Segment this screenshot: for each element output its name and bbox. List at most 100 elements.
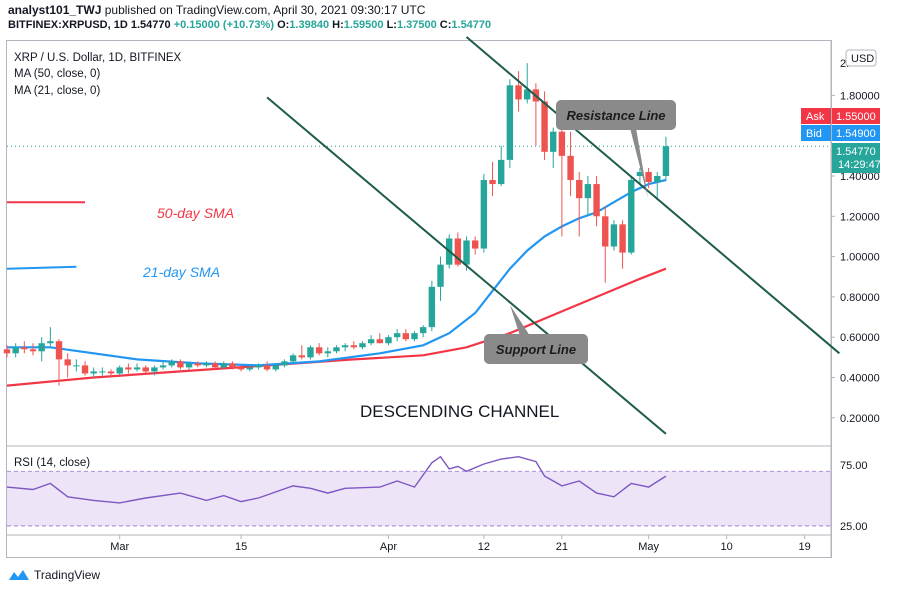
candle-body: [90, 371, 97, 374]
candle-body: [454, 238, 462, 265]
candle-body: [628, 180, 635, 253]
candle: [159, 361, 167, 370]
candle-body: [654, 176, 661, 183]
support-callout-box: [484, 334, 588, 364]
ma50-line: [6, 267, 667, 387]
candle: [437, 256, 444, 301]
rsi-band: [7, 471, 831, 526]
candle: [116, 365, 123, 376]
candle-body: [177, 361, 184, 368]
candle-body: [211, 363, 219, 368]
ask-value-bg: [832, 108, 880, 124]
candle: [12, 343, 19, 358]
last-price-value: 1.54770: [836, 146, 876, 158]
candle: [81, 361, 89, 376]
ohlc-low: 1.37500: [396, 19, 437, 31]
candle-body: [73, 365, 80, 367]
candle-body: [385, 337, 392, 344]
candle-body: [489, 180, 496, 185]
candle-body: [220, 363, 227, 368]
candle: [255, 363, 262, 370]
candle: [367, 335, 375, 346]
candle: [177, 359, 184, 370]
candle-body: [151, 367, 158, 372]
ohlc-low-label: L:: [386, 19, 397, 31]
candle-body: [376, 339, 384, 344]
candle: [47, 327, 54, 348]
candle: [107, 369, 115, 378]
candle-body: [64, 359, 71, 366]
ma21-legend[interactable]: MA (21, close, 0): [14, 85, 101, 97]
tradingview-footer[interactable]: TradingView: [8, 568, 100, 582]
last-price-bg: [832, 143, 880, 173]
candle: [38, 337, 45, 362]
candle: [480, 173, 488, 253]
candle: [55, 339, 63, 386]
resistance-callout-pointer: [630, 128, 648, 198]
candle: [289, 353, 297, 364]
candle: [142, 365, 149, 374]
symbol-line: BITFINEX:XRPUSD, 1D 1.54770: [8, 19, 171, 31]
candle-body: [185, 363, 193, 368]
candle-body: [3, 349, 11, 354]
candle-body: [107, 371, 115, 374]
candle-body: [550, 131, 557, 152]
candle: [341, 343, 349, 352]
rsi-legend[interactable]: RSI (14, close): [14, 457, 91, 469]
publish-info: analyst101_TWJ published on TradingView.…: [8, 3, 425, 17]
candle-body: [315, 347, 323, 354]
countdown-value: 14:29:47: [838, 159, 881, 171]
currency-label: USD: [851, 53, 874, 65]
candle: [619, 220, 626, 269]
candle-body: [159, 365, 167, 368]
candle: [506, 79, 514, 168]
time-tick-label: 10: [721, 541, 733, 553]
candle-body: [567, 155, 574, 181]
bid-value: 1.54900: [836, 128, 876, 140]
channel-annotation: DESCENDING CHANNEL: [360, 402, 559, 421]
candle-body: [21, 347, 28, 350]
support-callout-pointer: [510, 305, 530, 336]
candle: [402, 329, 410, 342]
candle: [194, 361, 201, 368]
candle-body: [29, 349, 37, 352]
candle-body: [428, 286, 436, 328]
price-tick-label-top: 2.: [840, 58, 849, 70]
ohlc-close: 1.54770: [451, 19, 492, 31]
candle: [90, 367, 97, 378]
candle: [471, 236, 479, 255]
ohlc-high-label: H:: [332, 19, 344, 31]
rsi-tick-label: 25.00: [840, 521, 868, 533]
candle-body: [81, 365, 89, 374]
price-tick-label: 1.00000: [840, 252, 880, 264]
ask-tag-label: Ask: [806, 111, 825, 123]
candle: [628, 176, 635, 255]
candle-body: [324, 351, 331, 354]
ma50-legend[interactable]: MA (50, close, 0): [14, 68, 101, 80]
candle: [593, 176, 600, 227]
candle-body: [610, 224, 618, 247]
author-name[interactable]: analyst101_TWJ: [8, 3, 102, 17]
time-tick-label: 21: [556, 541, 568, 553]
candle-body: [602, 216, 609, 247]
symbol-info: BITFINEX:XRPUSD, 1D 1.54770 +0.15000 (+1…: [8, 19, 491, 31]
candle: [29, 343, 37, 356]
price-tick-label: 1.80000: [840, 90, 880, 102]
candle-body: [263, 365, 271, 370]
candle-body: [341, 345, 349, 348]
candle-body: [367, 339, 375, 344]
candle: [489, 161, 496, 197]
resistance-callout-label: Resistance Line: [567, 108, 666, 123]
ohlc-close-label: C:: [439, 19, 452, 31]
candle-body: [515, 85, 522, 100]
candle: [211, 361, 219, 370]
candle: [263, 361, 271, 372]
candle-body: [541, 101, 548, 152]
candle-body: [116, 367, 123, 374]
candle: [229, 361, 236, 370]
candle-body: [636, 171, 644, 176]
candle: [315, 343, 323, 356]
candle: [567, 131, 574, 197]
candle-body: [307, 347, 314, 358]
